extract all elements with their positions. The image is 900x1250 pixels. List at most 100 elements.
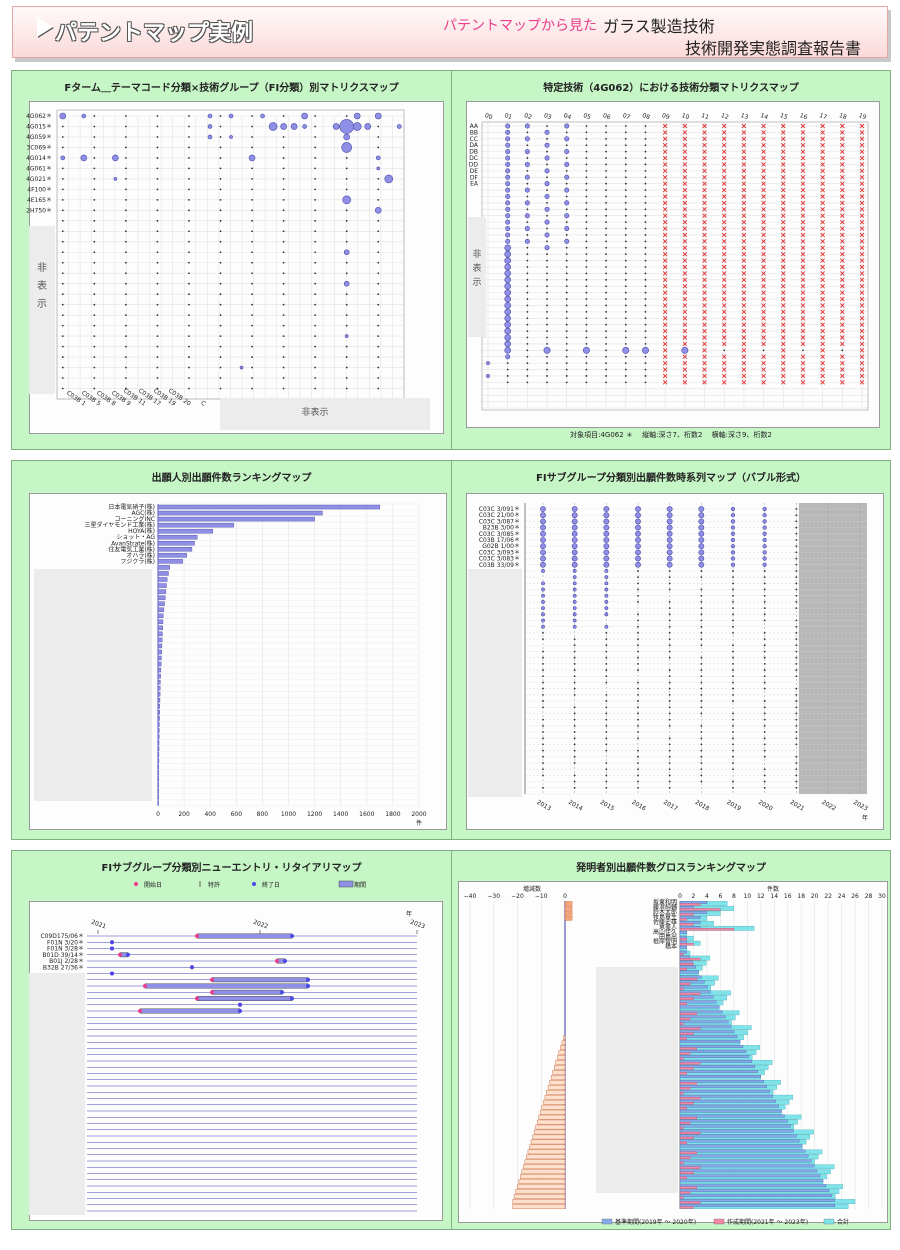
dot-mark: [700, 613, 703, 616]
dot-mark: [61, 261, 64, 264]
plot-area: [466, 101, 880, 428]
dot-mark: [93, 314, 96, 317]
dot-mark: [624, 253, 627, 256]
dot-mark: [763, 749, 766, 752]
bubble-mark: [505, 200, 511, 206]
bar: [157, 541, 195, 546]
current-period-bar: [679, 938, 687, 941]
dot-mark: [61, 366, 64, 369]
dot-mark: [542, 762, 544, 764]
dot-mark: [605, 368, 608, 371]
bubble-mark: [564, 213, 570, 219]
cross-mark: [682, 136, 688, 142]
cross-mark: [800, 283, 806, 289]
dot-mark: [763, 755, 766, 758]
dot-mark: [795, 706, 798, 709]
cross-mark: [721, 335, 727, 340]
dot-mark: [644, 323, 647, 326]
dot-mark: [644, 163, 647, 166]
dot-mark: [573, 712, 576, 715]
cross-mark: [780, 155, 786, 161]
bubble-mark: [564, 123, 570, 129]
dot-mark: [624, 285, 627, 288]
dot-mark: [251, 146, 253, 149]
bubble-mark: [504, 340, 511, 348]
cross-mark: [859, 290, 865, 295]
dot-mark: [251, 115, 253, 117]
bar: [157, 667, 162, 673]
current-period-bar: [679, 903, 701, 906]
bubble-mark: [730, 513, 736, 518]
cross-mark: [820, 162, 825, 167]
dot-mark: [546, 214, 548, 217]
bubble-mark: [603, 555, 610, 562]
base-period-bar: [679, 1154, 809, 1158]
bubble-mark: [604, 624, 609, 629]
cross-mark: [800, 271, 806, 276]
current-period-bar: [679, 1191, 691, 1194]
cross-mark: [741, 174, 747, 180]
end-dot: [126, 952, 130, 957]
left-tick-label: 0: [563, 893, 567, 900]
dot-mark: [700, 607, 703, 610]
cross-mark: [800, 162, 806, 167]
dot-mark: [526, 169, 529, 172]
bar: [157, 504, 381, 510]
dot-mark: [251, 324, 253, 327]
dot-mark: [700, 625, 703, 628]
cross-mark: [839, 283, 845, 289]
dot-mark: [700, 662, 703, 665]
cross-mark: [839, 367, 845, 372]
bubble-mark: [730, 506, 736, 512]
dot-mark: [644, 144, 647, 147]
dot-mark: [668, 743, 671, 746]
cross-mark: [741, 309, 747, 315]
change-bar: [532, 1134, 566, 1140]
dot-mark: [377, 303, 380, 306]
cross-mark: [761, 328, 766, 334]
dot-mark: [573, 681, 576, 684]
hidden-period-block: [798, 503, 867, 794]
cross-mark: [721, 187, 727, 193]
row-label: DD: [469, 161, 479, 168]
bubble-mark: [268, 122, 278, 131]
col-label: 18: [838, 112, 848, 121]
dot-mark: [526, 278, 529, 281]
cross-mark: [741, 277, 747, 283]
dot-mark: [526, 343, 529, 345]
dot-mark: [61, 251, 64, 254]
cross-mark: [761, 219, 766, 225]
base-period-bar: [679, 1025, 732, 1029]
dot-mark: [605, 718, 608, 721]
dot-mark: [345, 240, 348, 243]
dot-mark: [585, 131, 588, 134]
panel-title: Fターム＿テーマコード分類×技術グループ（FI分類）別マトリクスマップ: [64, 83, 399, 94]
cross-mark: [682, 181, 688, 187]
end-dot: [306, 977, 310, 982]
dot-mark: [585, 137, 588, 140]
cross-mark: [780, 347, 786, 353]
dot-mark: [188, 293, 190, 296]
dot-mark: [188, 251, 190, 254]
dot-mark: [251, 314, 253, 317]
bubble-mark: [374, 112, 382, 120]
bubble-mark: [572, 612, 577, 617]
cross-mark: [839, 149, 845, 154]
cross-mark: [721, 380, 727, 385]
x-tick-label: 2022: [252, 919, 269, 931]
dot-mark: [637, 681, 639, 684]
dot-mark: [314, 167, 317, 170]
cross-mark: [839, 130, 845, 135]
dot-mark: [624, 234, 627, 236]
bubble-mark: [730, 562, 736, 567]
x-tick-label: 2015: [599, 799, 616, 813]
dot-mark: [526, 349, 529, 352]
base-period-bar: [679, 916, 701, 919]
dot-mark: [565, 246, 568, 249]
cross-mark: [761, 283, 766, 289]
dot-mark: [282, 177, 285, 180]
cross-mark: [721, 206, 727, 212]
dot-mark: [668, 632, 671, 634]
cross-mark: [800, 123, 806, 129]
dot-mark: [700, 712, 703, 715]
